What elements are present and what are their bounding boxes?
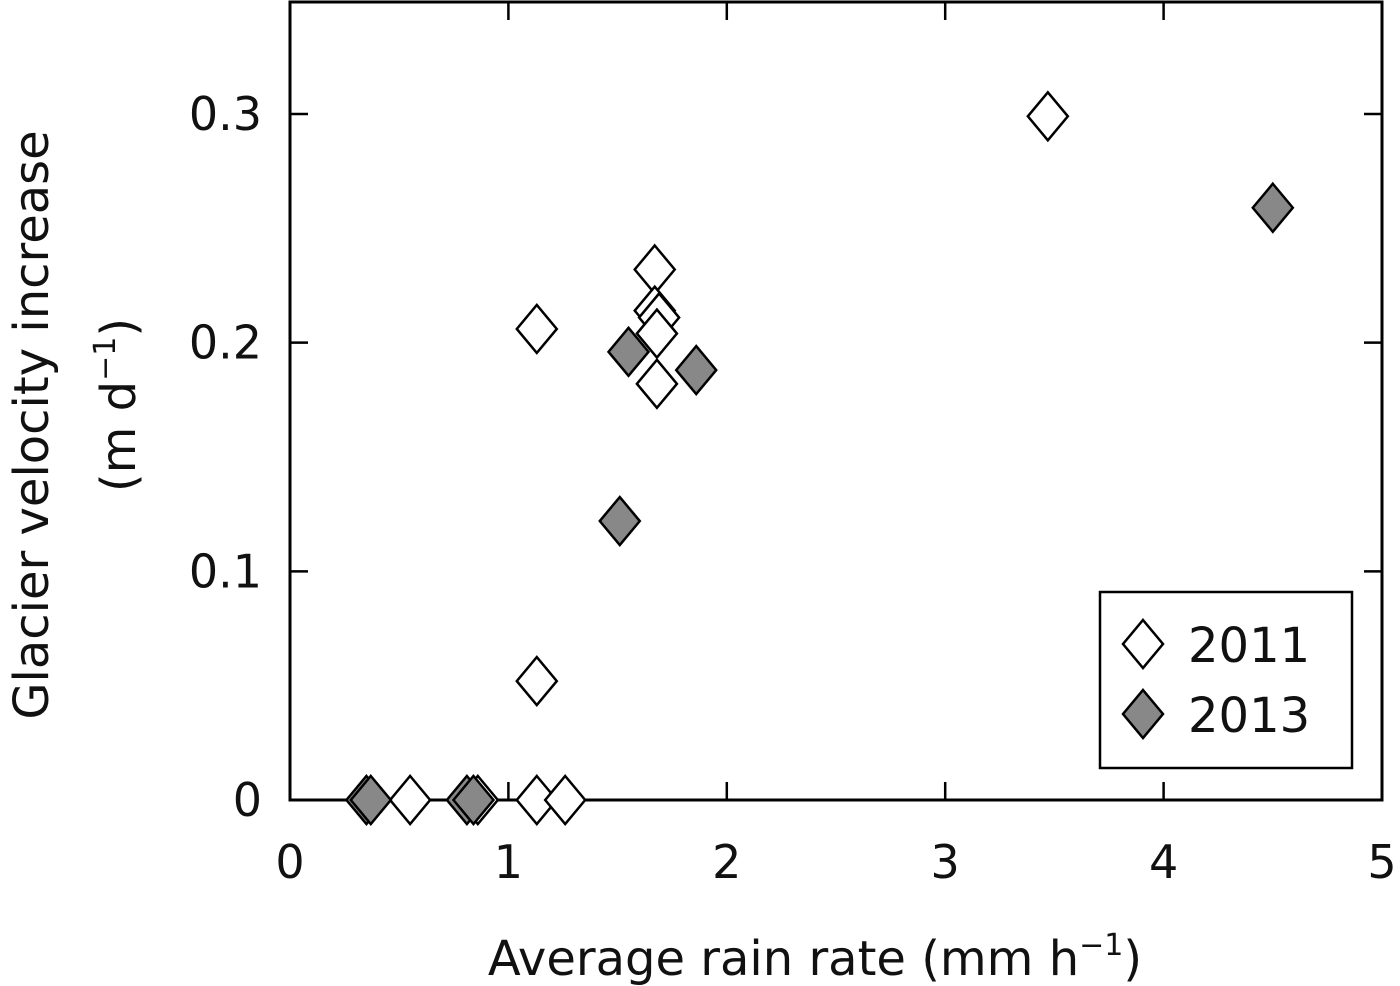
x-tick-label: 3 [931,835,960,889]
data-point-2013 [349,774,393,826]
data-points [344,90,1295,826]
data-point-2013 [606,325,651,378]
data-point-2013 [598,495,642,547]
data-point-2011 [635,307,679,360]
data-point-2011 [515,655,559,708]
x-tick-label: 4 [1149,835,1178,889]
data-point-2011 [515,302,559,355]
data-point-2013 [451,774,496,826]
data-point-2013 [674,344,718,397]
legend-label-2011: 2011 [1188,618,1310,674]
plot-frame [288,0,1384,802]
data-point-2011 [388,774,432,826]
x-tick-label: 5 [1367,835,1396,889]
y-axis-title-line1: Glacier velocity increase [4,130,60,719]
y-tick-label: 0.1 [189,544,262,598]
legend-marker-2011 [1121,618,1165,670]
y-tick-label: 0.2 [189,316,262,370]
legend-marker-2013 [1121,688,1165,740]
x-axis-title: Average rain rate (mm h−1) [488,928,1142,986]
data-point-2011 [1026,90,1070,143]
y-tick-label: 0 [233,773,262,827]
x-tick-label: 1 [494,835,523,889]
data-point-2011 [635,357,679,410]
legend: 2011 2013 [1098,590,1354,770]
data-point-2011 [543,774,587,826]
x-tick-label: 0 [275,835,304,889]
y-axis-title-line2: (m d−1) [88,318,147,492]
data-point-2013 [1251,181,1295,234]
legend-label-2013: 2013 [1188,688,1310,744]
axis-ticks: 0 1 2 3 4 5 0 0.1 0.2 0.3 [189,2,1397,889]
y-tick-label: 0.3 [189,87,262,141]
data-point-2011 [515,774,559,826]
x-tick-label: 2 [712,835,741,889]
